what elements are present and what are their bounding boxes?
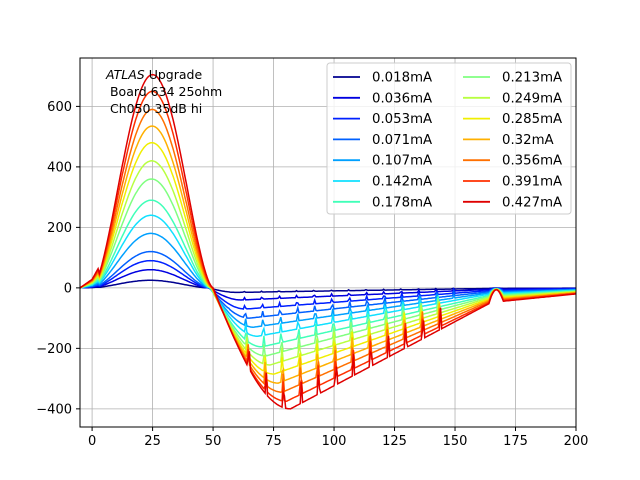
x-tick-label: 150 bbox=[443, 434, 468, 449]
annotation-atlas: ATLAS bbox=[105, 67, 145, 82]
annotation-upgrade: Upgrade bbox=[145, 67, 203, 82]
legend: 0.018mA 0.036mA 0.053mA 0.071mA 0.107mA 0.142… bbox=[326, 62, 572, 215]
legend-label: 0.018mA bbox=[372, 71, 432, 86]
legend-label: 0.142mA bbox=[372, 175, 432, 190]
y-tick-label: −400 bbox=[36, 402, 72, 417]
legend-label: 0.178mA bbox=[372, 195, 432, 210]
legend-label: 0.356mA bbox=[502, 154, 562, 169]
legend-label: 0.427mA bbox=[502, 195, 562, 210]
annotation-line-2: Board 634 25ohm bbox=[106, 84, 222, 99]
y-tick-label: −200 bbox=[36, 342, 72, 357]
x-tick-label: 25 bbox=[144, 434, 161, 449]
series-lines bbox=[80, 73, 576, 410]
series-line-0.427mA bbox=[80, 73, 576, 410]
x-tick-label: 200 bbox=[564, 434, 589, 449]
x-tick-label: 125 bbox=[382, 434, 407, 449]
x-tick-label: 0 bbox=[88, 434, 96, 449]
x-tick-label: 50 bbox=[205, 434, 222, 449]
annotation-line-3: Ch050 35dB hi bbox=[106, 101, 202, 116]
x-tick-label: 175 bbox=[503, 434, 528, 449]
annotation: ATLAS Upgrade Board 634 25ohm Ch050 35dB… bbox=[105, 67, 222, 116]
legend-box bbox=[326, 62, 572, 215]
annotation-line-1: ATLAS Upgrade bbox=[105, 67, 202, 82]
legend-label: 0.107mA bbox=[372, 154, 432, 169]
legend-label: 0.391mA bbox=[502, 175, 562, 190]
x-tick-label: 100 bbox=[322, 434, 347, 449]
y-tick-label: 200 bbox=[47, 221, 72, 236]
axis-ticks: 0 25 50 75 100 125 150 175 200 600 400 200 0 −200 −400 bbox=[36, 100, 588, 449]
legend-label: 0.071mA bbox=[372, 133, 432, 148]
legend-label: 0.036mA bbox=[372, 91, 432, 106]
plot-frame bbox=[79, 57, 577, 428]
legend-label: 0.053mA bbox=[372, 112, 432, 127]
legend-label: 0.32mA bbox=[502, 133, 554, 148]
y-tick-label: 0 bbox=[64, 281, 72, 296]
y-tick-label: 400 bbox=[47, 160, 72, 175]
legend-label: 0.213mA bbox=[502, 71, 562, 86]
legend-label: 0.285mA bbox=[502, 112, 562, 127]
x-tick-label: 75 bbox=[265, 434, 282, 449]
legend-label: 0.249mA bbox=[502, 91, 562, 106]
y-tick-label: 600 bbox=[47, 100, 72, 115]
